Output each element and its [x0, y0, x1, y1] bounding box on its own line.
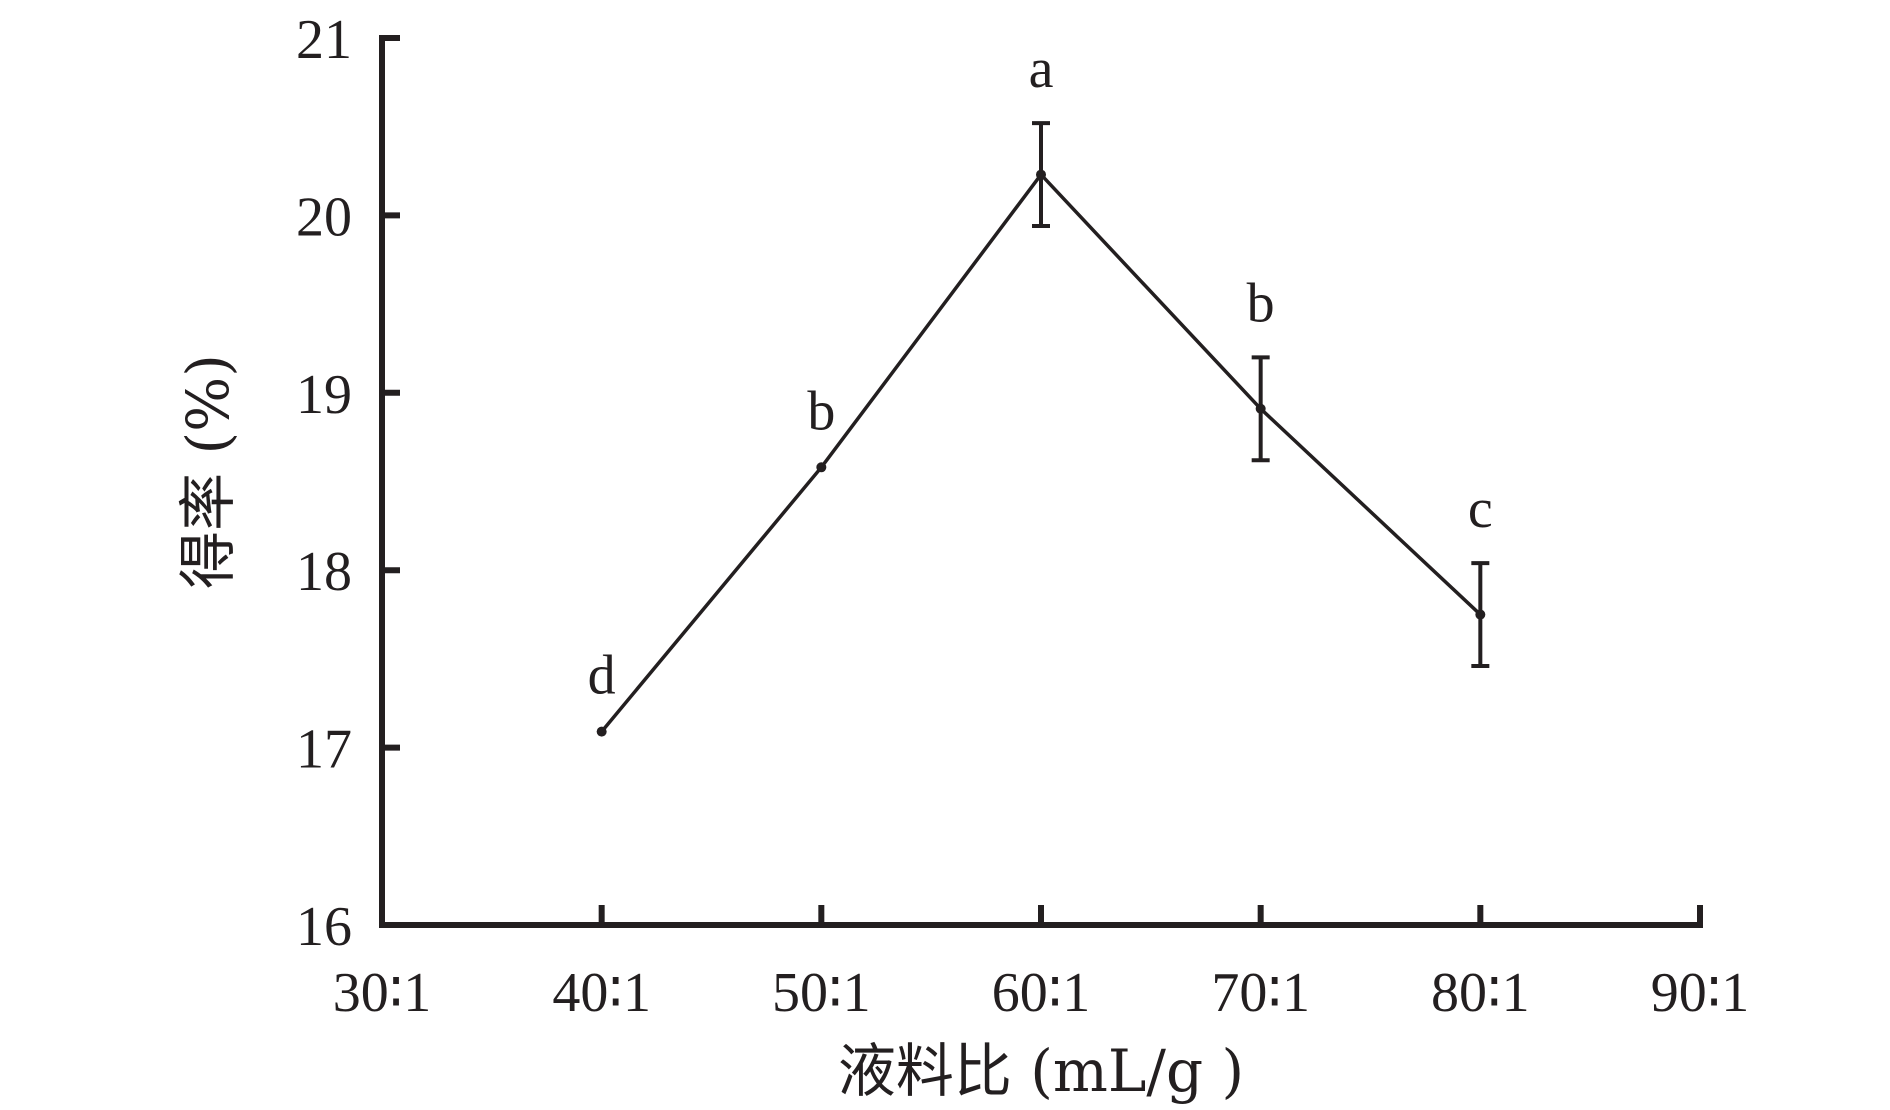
y-tick-label-3: 19 [296, 364, 352, 426]
x-ticks: 30∶1 40∶1 50∶1 60∶1 70∶1 80∶1 90∶1 [333, 905, 1750, 1024]
data-point-2 [1036, 169, 1046, 180]
x-tick-label-4: 70∶1 [1211, 962, 1310, 1024]
x-tick-label-1: 40∶1 [552, 962, 651, 1024]
data-point-0 [596, 726, 607, 737]
x-tick-label-0: 30∶1 [333, 962, 432, 1024]
y-tick-label-2: 18 [296, 541, 352, 603]
x-tick-label-3: 60∶1 [992, 962, 1091, 1024]
significance-label-4: c [1468, 478, 1493, 540]
y-tick-label-0: 16 [296, 896, 352, 958]
x-axis-title: 液料比 (mL/g ) [838, 1037, 1244, 1105]
significance-label-1: b [807, 380, 835, 442]
series-group: d b a b c [588, 38, 1493, 737]
significance-label-2: a [1029, 38, 1054, 100]
data-point-4 [1475, 609, 1486, 620]
y-tick-label-5: 21 [296, 9, 352, 71]
significance-label-0: d [588, 645, 616, 707]
data-point-3 [1255, 403, 1266, 414]
y-axis-title: 得率 (%) [174, 354, 242, 589]
y-tick-label-1: 17 [296, 719, 352, 781]
x-tick-label-5: 80∶1 [1431, 962, 1530, 1024]
series-line-0 [600, 171, 1482, 733]
y-ticks: 16 17 18 19 20 21 [296, 9, 400, 958]
x-tick-label-2: 50∶1 [772, 962, 871, 1024]
x-tick-label-6: 90∶1 [1651, 962, 1750, 1024]
y-tick-label-4: 20 [296, 186, 352, 248]
significance-label-3: b [1247, 272, 1275, 334]
data-point-1 [816, 462, 827, 473]
